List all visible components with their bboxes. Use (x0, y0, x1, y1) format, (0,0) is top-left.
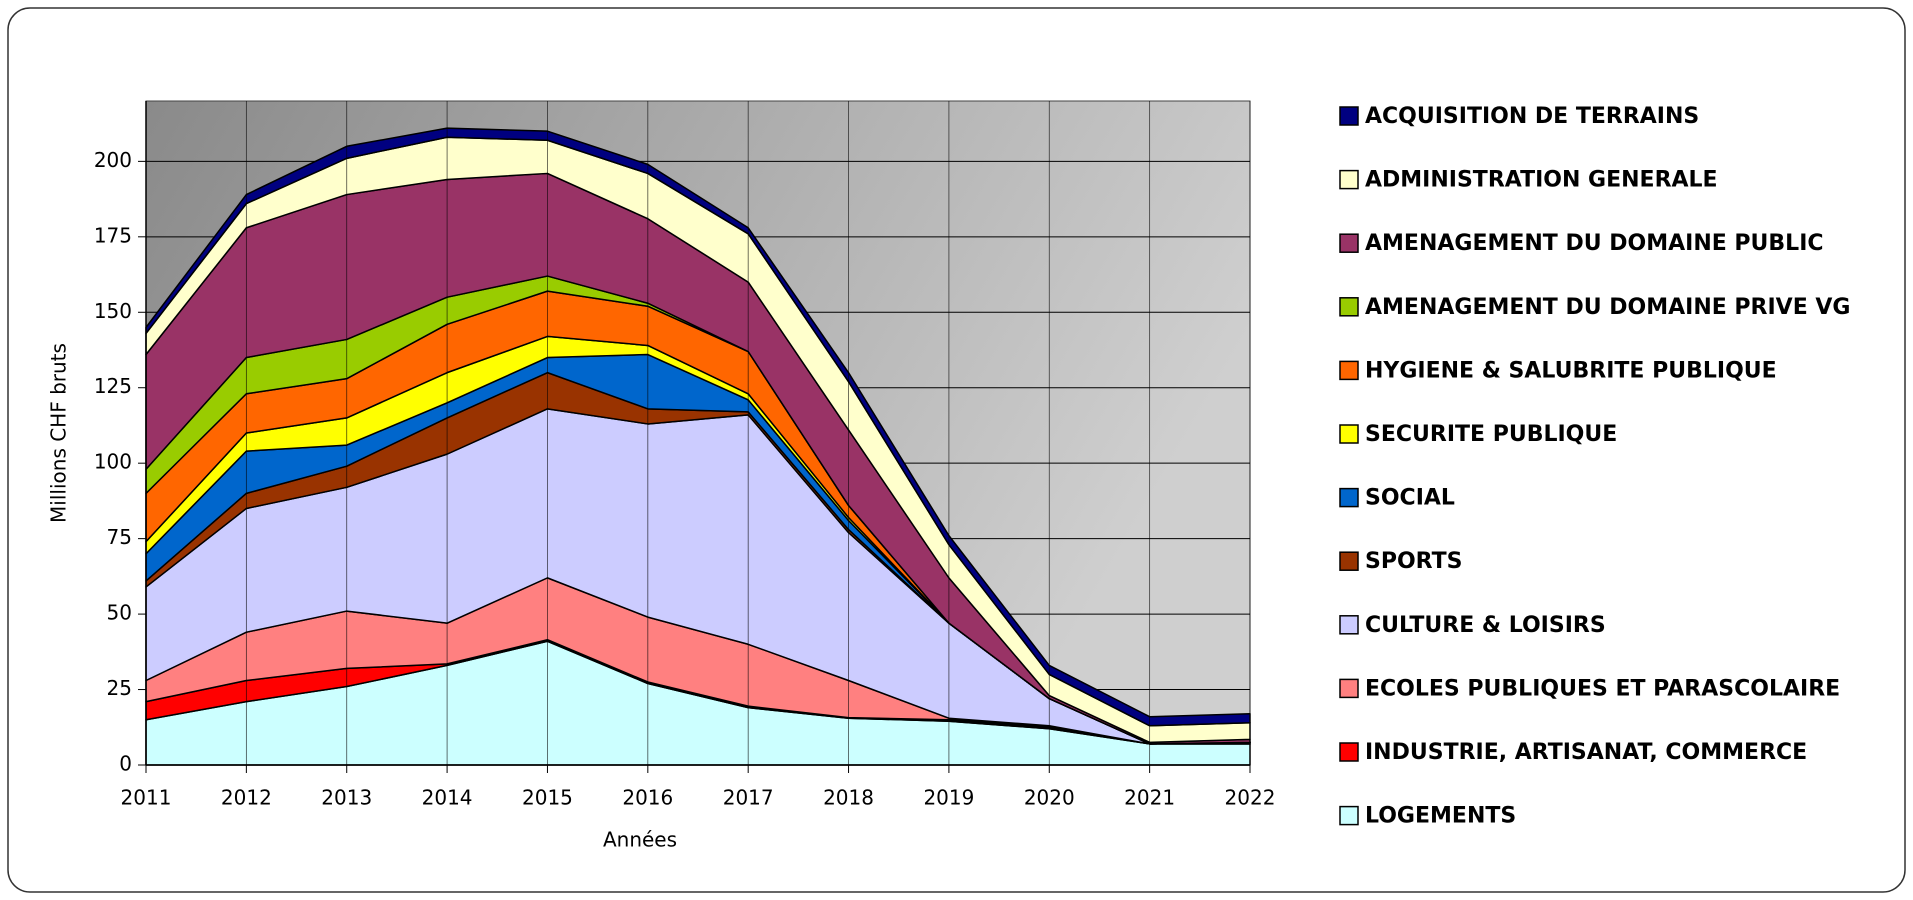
legend-label: HYGIENE & SALUBRITE PUBLIQUE (1365, 358, 1777, 383)
x-tick-label: 2021 (1124, 786, 1175, 810)
x-axis-label: Années (603, 828, 677, 852)
x-tick-label: 2016 (622, 786, 673, 810)
legend-swatch (1339, 742, 1359, 762)
y-axis-label: Millions CHF bruts (47, 343, 71, 523)
y-tick-label: 25 (107, 676, 132, 700)
y-tick-label: 175 (94, 223, 132, 247)
legend-label: ECOLES PUBLIQUES ET PARASCOLAIRE (1365, 676, 1840, 701)
legend-swatch (1339, 169, 1359, 190)
legend-label: SECURITE PUBLIQUE (1365, 422, 1617, 447)
legend-swatch (1339, 424, 1359, 444)
x-tick-label: 2011 (121, 786, 172, 810)
legend-label: CULTURE & LOISIRS (1365, 613, 1606, 638)
legend-label: INDUSTRIE, ARTISANAT, COMMERCE (1365, 740, 1807, 765)
legend-label: AMENAGEMENT DU DOMAINE PUBLIC (1365, 231, 1824, 256)
legend-label: AMENAGEMENT DU DOMAINE PRIVE VG (1365, 295, 1850, 320)
x-tick-label: 2013 (321, 786, 372, 810)
legend-label: ACQUISITION DE TERRAINS (1365, 104, 1699, 129)
y-tick-label: 100 (94, 450, 132, 474)
legend-swatch (1339, 615, 1359, 635)
legend-swatch (1339, 678, 1359, 699)
y-tick-label: 75 (107, 525, 132, 549)
x-tick-label: 2019 (923, 786, 974, 810)
legend-swatch (1339, 487, 1359, 508)
x-tick-label: 2014 (422, 786, 473, 810)
legend-swatch (1339, 106, 1359, 126)
legend-swatch (1339, 360, 1359, 381)
x-tick-label: 2018 (823, 786, 874, 810)
x-tick-label: 2012 (221, 786, 272, 810)
x-tick-label: 2017 (723, 786, 774, 810)
legend-label: LOGEMENTS (1365, 804, 1516, 829)
y-tick-label: 150 (94, 299, 132, 323)
y-tick-label: 50 (107, 601, 132, 625)
legend-swatch (1339, 551, 1359, 571)
legend-swatch (1339, 297, 1359, 317)
x-tick-label: 2020 (1024, 786, 1075, 810)
legend-label: SOCIAL (1365, 486, 1455, 511)
y-tick-label: 0 (119, 752, 132, 776)
x-tick-label: 2022 (1225, 786, 1276, 810)
x-tick-label: 2015 (522, 786, 573, 810)
legend-swatch (1339, 233, 1359, 253)
y-tick-label: 200 (94, 148, 132, 172)
legend-swatch (1339, 805, 1359, 826)
y-tick-label: 125 (94, 374, 132, 398)
legend-label: SPORTS (1365, 549, 1462, 574)
legend-label: ADMINISTRATION GENERALE (1365, 168, 1718, 193)
